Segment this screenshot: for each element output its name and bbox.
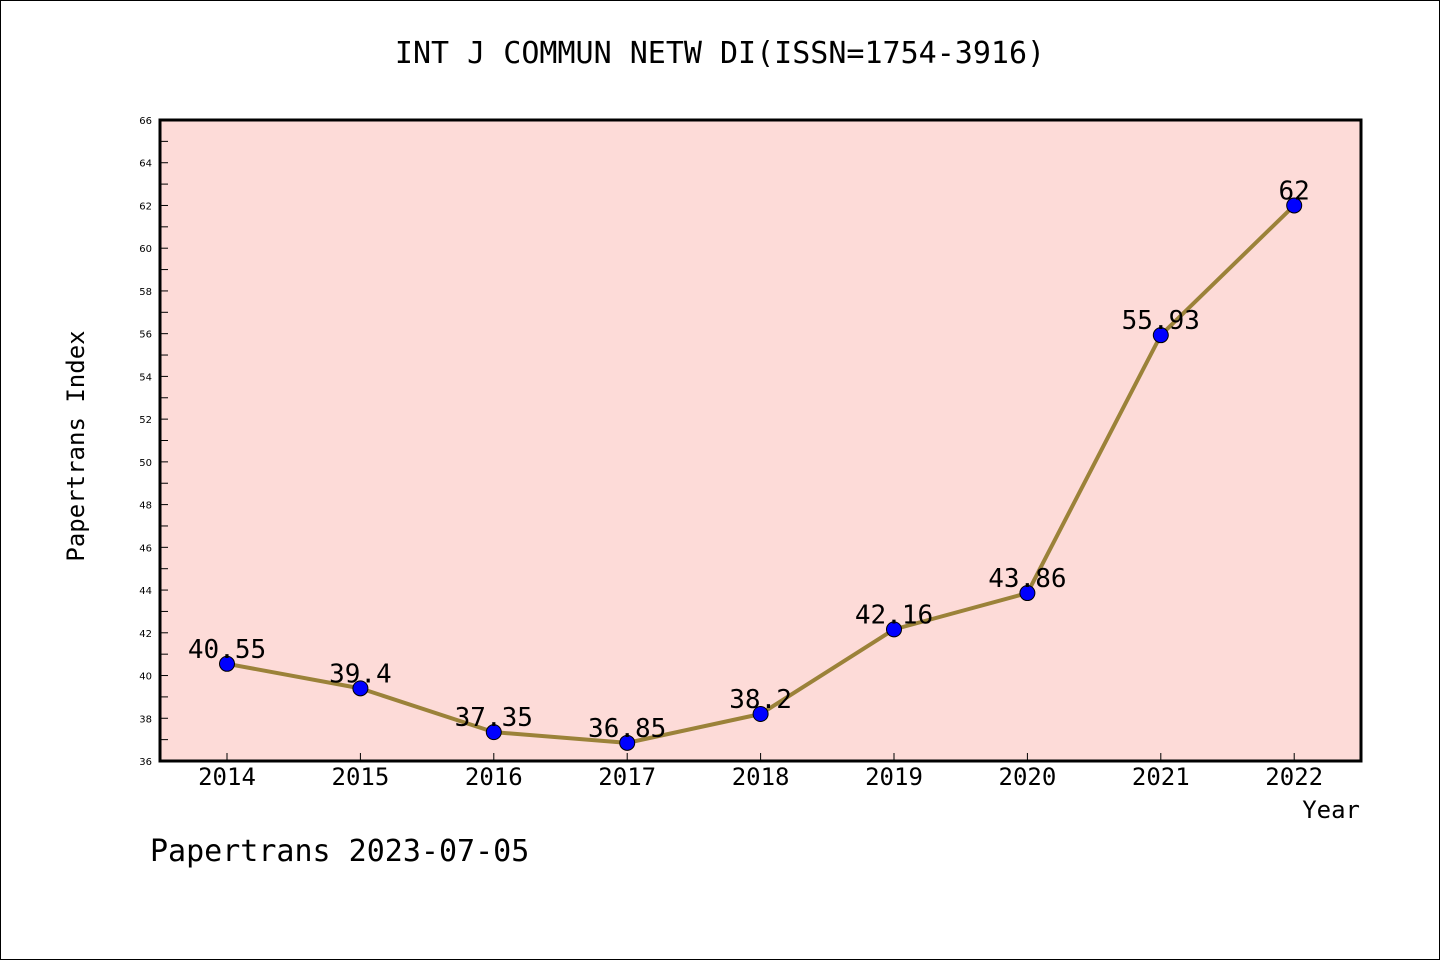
x-axis: 2014 2015 2016 2017 2018 2019 2020 2021 2022 (198, 753, 1323, 791)
x-tick-label: 2016 (465, 763, 523, 791)
data-label: 42.16 (855, 600, 933, 630)
x-tick-label: 2022 (1265, 763, 1323, 791)
data-point (886, 621, 902, 638)
x-tick-label: 2019 (865, 763, 923, 791)
x-tick-label: 2015 (332, 763, 390, 791)
y-tick-label: 52 (139, 415, 152, 426)
y-tick-label: 44 (139, 586, 152, 597)
data-point (1019, 585, 1036, 602)
data-point (219, 655, 235, 672)
y-tick-label: 40 (139, 672, 152, 683)
x-tick-label: 2020 (999, 763, 1057, 791)
data-point (485, 724, 502, 741)
footer-credit: Papertrans 2023-07-05 (150, 834, 530, 869)
y-tick-label: 62 (139, 201, 152, 212)
data-point (352, 680, 369, 697)
data-label: 38.2 (729, 685, 792, 715)
y-tick-label: 54 (139, 372, 152, 383)
x-tick-label: 2017 (598, 763, 656, 791)
y-tick-label: 50 (139, 458, 152, 469)
chart-title: INT J COMMUN NETW DI(ISSN=1754-3916) (394, 36, 1046, 71)
data-label: 37.35 (455, 703, 533, 733)
y-tick-label: 46 (139, 543, 152, 554)
plot-area (160, 120, 1361, 761)
y-tick-label: 60 (139, 244, 152, 255)
x-tick-label: 2021 (1132, 763, 1190, 791)
data-point (1152, 327, 1169, 344)
data-label: 43.86 (988, 564, 1066, 594)
y-tick-label: 66 (139, 116, 152, 127)
y-axis: 36 38 40 42 44 46 48 50 52 54 56 58 60 62 64 66 (139, 116, 168, 768)
x-tick-label: 2014 (198, 763, 256, 791)
data-label: 55.93 (1122, 306, 1200, 336)
data-label: 36.85 (588, 714, 666, 744)
plot-border (158, 118, 1363, 763)
data-label: 39.4 (329, 659, 392, 689)
y-axis-label: Papertrans Index (62, 330, 90, 562)
y-tick-label: 36 (139, 757, 152, 768)
y-tick-label: 58 (139, 287, 152, 298)
data-point (752, 705, 769, 722)
data-label: 62 (1279, 176, 1310, 206)
data-label: 40.55 (188, 635, 266, 665)
y-tick-label: 42 (139, 629, 152, 640)
y-tick-label: 48 (139, 501, 152, 512)
data-point (1286, 197, 1303, 214)
y-tick-label: 38 (139, 714, 152, 725)
y-tick-label: 56 (139, 330, 152, 341)
x-axis-label: Year (1302, 796, 1360, 824)
data-point (619, 734, 636, 751)
series-layer: 40.55 39.4 37.35 36.85 38.2 42.16 43.86 55.93 62 (188, 176, 1310, 751)
y-tick-label: 64 (139, 159, 152, 170)
x-tick-label: 2018 (732, 763, 790, 791)
